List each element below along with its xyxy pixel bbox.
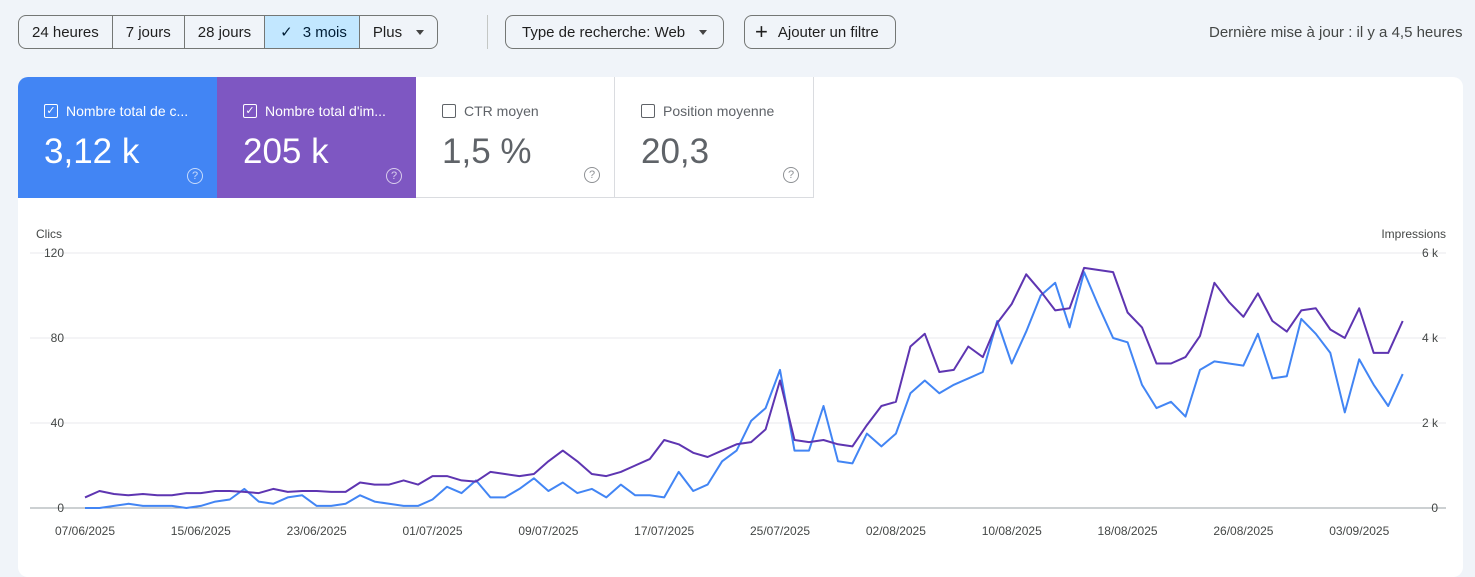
help-icon[interactable]: ? (187, 168, 203, 184)
range-label: 28 jours (197, 23, 252, 41)
right-tick-label: 2 k (1422, 416, 1439, 430)
metric-tile-clicks[interactable]: ✓ Nombre total de c... 3,12 k ? (18, 77, 217, 198)
range-label: 7 jours (125, 23, 171, 41)
range-7d-button[interactable]: 7 jours (113, 16, 185, 48)
right-tick-label: 6 k (1422, 246, 1439, 260)
left-tick-label: 0 (57, 501, 64, 515)
checkbox-unchecked-icon[interactable] (442, 104, 456, 118)
left-axis-title: Clics (36, 227, 62, 241)
metric-value: 205 k (243, 132, 329, 171)
left-tick-label: 80 (51, 331, 65, 345)
left-tick-label: 120 (44, 246, 64, 260)
x-tick-label: 09/07/2025 (518, 524, 578, 538)
right-tick-label: 4 k (1422, 331, 1439, 345)
toolbar-divider (487, 15, 488, 49)
x-tick-label: 18/08/2025 (1098, 524, 1158, 538)
metric-label: Position moyenne (663, 103, 775, 119)
date-range-selector: 24 heures 7 jours 28 jours ✓ 3 mois Plus (18, 15, 439, 49)
x-tick-label: 17/07/2025 (634, 524, 694, 538)
range-28d-button[interactable]: 28 jours (185, 16, 266, 48)
metric-label: CTR moyen (464, 103, 539, 119)
last-updated-text: Dernière mise à jour : il y a 4,5 heures (1209, 24, 1463, 41)
more-label: Plus (372, 23, 403, 41)
checkbox-checked-icon[interactable]: ✓ (243, 104, 257, 118)
search-type-label: Type de recherche: Web (522, 23, 686, 41)
metric-tile-ctr[interactable]: CTR moyen 1,5 % ? (416, 77, 615, 198)
left-tick-label: 40 (51, 416, 65, 430)
metric-value: 1,5 % (442, 132, 532, 171)
x-tick-label: 26/08/2025 (1213, 524, 1273, 538)
x-tick-label: 10/08/2025 (982, 524, 1042, 538)
caret-down-icon (416, 29, 425, 35)
range-label: 3 mois (302, 23, 347, 41)
more-ranges-button[interactable]: Plus (360, 16, 437, 48)
clics-series-line (85, 271, 1404, 509)
range-24h-button[interactable]: 24 heures (19, 16, 113, 48)
x-tick-label: 23/06/2025 (287, 524, 347, 538)
add-filter-label: Ajouter un filtre (777, 23, 879, 41)
search-type-button[interactable]: Type de recherche: Web (505, 15, 725, 49)
range-3m-button[interactable]: ✓ 3 mois (265, 16, 360, 48)
metric-value: 20,3 (641, 132, 710, 171)
range-label: 24 heures (32, 23, 99, 41)
impressions-series-line (84, 266, 1404, 499)
x-tick-label: 03/09/2025 (1329, 524, 1389, 538)
x-tick-label: 15/06/2025 (171, 524, 231, 538)
plus-icon: + (755, 19, 768, 44)
x-tick-label: 01/07/2025 (402, 524, 462, 538)
right-axis-title: Impressions (1381, 227, 1446, 241)
help-icon[interactable]: ? (386, 168, 402, 184)
add-filter-button[interactable]: + Ajouter un filtre (744, 15, 896, 49)
checkbox-checked-icon[interactable]: ✓ (44, 104, 58, 118)
metric-label: Nombre total d'im... (265, 103, 386, 119)
metric-tile-impressions[interactable]: ✓ Nombre total d'im... 205 k ? (217, 77, 416, 198)
help-icon[interactable]: ? (783, 167, 799, 183)
metric-label: Nombre total de c... (66, 103, 189, 119)
x-tick-label: 25/07/2025 (750, 524, 810, 538)
help-icon[interactable]: ? (584, 167, 600, 183)
caret-down-icon (699, 29, 708, 35)
x-tick-label: 07/06/2025 (55, 524, 115, 538)
x-tick-label: 02/08/2025 (866, 524, 926, 538)
metric-tile-position[interactable]: Position moyenne 20,3 ? (615, 77, 814, 198)
metric-value: 3,12 k (44, 132, 140, 171)
check-icon: ✓ (280, 24, 293, 41)
right-tick-label: 0 (1431, 501, 1438, 515)
checkbox-unchecked-icon[interactable] (641, 104, 655, 118)
